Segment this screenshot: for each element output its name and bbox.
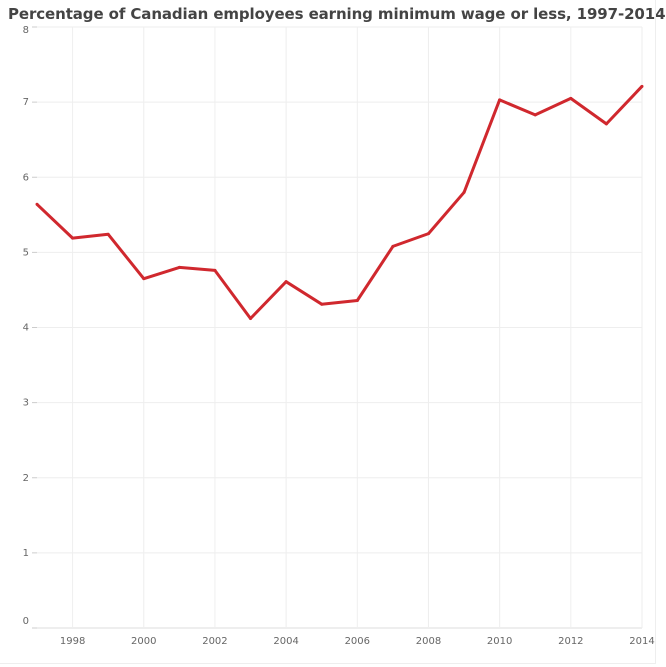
- data-point: [106, 232, 110, 236]
- y-tick-label: 5: [23, 247, 29, 258]
- data-point: [284, 280, 288, 284]
- data-point: [640, 84, 644, 88]
- data-point: [249, 316, 253, 320]
- chart-title: Percentage of Canadian employees earning…: [8, 5, 666, 23]
- y-tick-label: 4: [23, 323, 29, 334]
- x-tick-label: 2006: [345, 636, 370, 647]
- data-point: [533, 113, 537, 117]
- data-point: [71, 236, 75, 240]
- y-tick-label: 3: [23, 398, 29, 409]
- data-point: [498, 98, 502, 102]
- frame-bottom-border: [0, 663, 656, 664]
- x-tick-label: 2004: [273, 636, 298, 647]
- data-point: [142, 277, 146, 281]
- y-tick-label: 1: [23, 548, 29, 559]
- x-tick-label: 2010: [487, 636, 512, 647]
- data-line: [35, 85, 644, 320]
- x-tick-label: 2002: [202, 636, 227, 647]
- data-point: [213, 268, 217, 272]
- data-point: [569, 96, 573, 100]
- data-point: [320, 302, 324, 306]
- data-point: [391, 244, 395, 248]
- y-tick-label: 6: [23, 172, 29, 183]
- frame-right-border: [655, 0, 656, 663]
- y-tick-label: 8: [23, 25, 29, 36]
- data-point: [462, 190, 466, 194]
- x-tick-label: 2000: [131, 636, 156, 647]
- y-tick-label: 2: [23, 473, 29, 484]
- x-tick-label: 1998: [60, 636, 85, 647]
- y-tick-label: 7: [23, 97, 29, 108]
- data-point: [177, 265, 181, 269]
- data-point: [426, 232, 430, 236]
- data-point: [35, 202, 39, 206]
- y-tick-label: 0: [23, 616, 29, 627]
- data-point: [604, 122, 608, 126]
- data-point: [355, 298, 359, 302]
- x-tick-label: 2014: [629, 636, 654, 647]
- x-tick-label: 2012: [558, 636, 583, 647]
- x-tick-label: 2008: [416, 636, 441, 647]
